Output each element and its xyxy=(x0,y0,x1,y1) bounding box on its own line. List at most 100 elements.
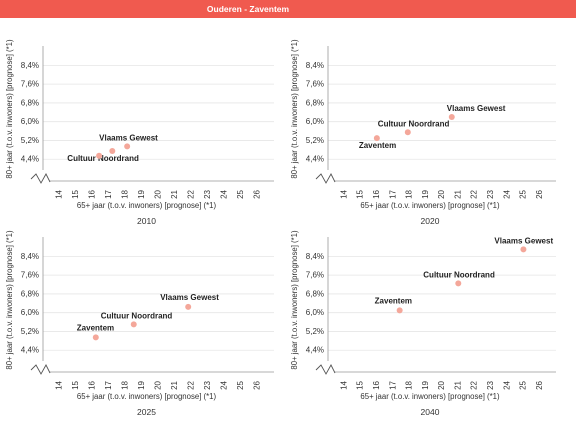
x-tick-label: 18 xyxy=(405,380,414,389)
chart-title: 2040 xyxy=(421,407,440,417)
page-title: Ouderen - Zaventem xyxy=(206,4,290,14)
x-tick-label: 23 xyxy=(486,189,495,198)
x-axis-title: 65+ jaar (t.o.v. inwoners) [prognose] (*… xyxy=(77,392,217,401)
axis-break-icon xyxy=(315,173,336,184)
y-tick-label: 8,4% xyxy=(21,61,39,70)
y-tick-label: 6,8% xyxy=(306,289,324,298)
x-tick-label: 23 xyxy=(203,380,212,389)
y-tick-label: 4,4% xyxy=(21,155,39,164)
x-tick-label: 17 xyxy=(388,189,397,198)
x-tick-label: 19 xyxy=(421,189,430,198)
page-header: Ouderen - Zaventem xyxy=(0,0,576,18)
x-tick-label: 19 xyxy=(137,189,146,198)
data-point xyxy=(448,114,455,120)
chart-title: 2020 xyxy=(421,216,440,226)
y-tick-label: 5,2% xyxy=(306,327,324,336)
data-point xyxy=(520,246,527,253)
x-tick-label: 26 xyxy=(253,380,262,389)
chart-panel-2040: 4,4% 5,2% 6,0% 6,8% 7,6% 8,4% 14 15 16 17 18 19 20 21… xyxy=(290,230,556,417)
axis-break-icon xyxy=(30,364,51,375)
y-tick-label: 7,6% xyxy=(21,80,39,89)
chart-title: 2010 xyxy=(137,216,156,226)
data-point-label: Cultuur Noordrand xyxy=(378,119,450,128)
y-axis-title: 80+ jaar (t.o.v. inwoners) [prognose] (*… xyxy=(5,39,14,179)
x-tick-label: 23 xyxy=(203,189,212,198)
x-tick-label: 19 xyxy=(421,380,430,389)
y-tick-label: 6,8% xyxy=(21,98,39,107)
data-point xyxy=(404,129,411,136)
chart-panel-2010: 4,4% 5,2% 6,0% 6,8% 7,6% 8,4% 14 15 16 17 18 19 20 21… xyxy=(5,39,274,226)
axis-break-icon xyxy=(315,364,336,375)
data-point-label: Cultuur Noordrand xyxy=(67,154,139,163)
y-axis-title: 80+ jaar (t.o.v. inwoners) [prognose] (*… xyxy=(290,39,299,179)
data-point xyxy=(124,143,131,150)
x-tick-label: 18 xyxy=(121,380,130,389)
y-tick-label: 7,6% xyxy=(306,271,324,280)
x-tick-label: 15 xyxy=(71,189,80,198)
x-axis-title: 65+ jaar (t.o.v. inwoners) [prognose] (*… xyxy=(360,201,500,210)
y-tick-label: 4,4% xyxy=(306,155,324,164)
x-tick-label: 22 xyxy=(187,380,196,389)
data-point-label: Cultuur Noordrand xyxy=(423,270,495,279)
x-axis-title: 65+ jaar (t.o.v. inwoners) [prognose] (*… xyxy=(77,201,217,210)
x-tick-label: 21 xyxy=(170,380,179,389)
data-point-label: Vlaams Gewest xyxy=(494,236,553,245)
y-tick-label: 5,2% xyxy=(21,327,39,336)
data-point-label: Cultuur Noordrand xyxy=(101,311,173,320)
x-tick-label: 15 xyxy=(356,380,365,389)
x-tick-label: 22 xyxy=(470,380,479,389)
y-axis-title: 80+ jaar (t.o.v. inwoners) [prognose] (*… xyxy=(290,230,299,370)
data-point xyxy=(130,321,137,328)
y-tick-label: 7,6% xyxy=(21,271,39,280)
x-tick-label: 23 xyxy=(486,380,495,389)
x-tick-label: 14 xyxy=(55,380,64,389)
data-point xyxy=(455,280,462,287)
y-tick-label: 8,4% xyxy=(21,252,39,261)
x-tick-label: 14 xyxy=(339,189,348,198)
y-tick-label: 6,0% xyxy=(306,117,324,126)
x-tick-label: 19 xyxy=(137,380,146,389)
x-tick-label: 21 xyxy=(453,189,462,198)
x-tick-label: 16 xyxy=(372,380,381,389)
y-tick-label: 7,6% xyxy=(306,80,324,89)
y-tick-label: 4,4% xyxy=(21,346,39,355)
x-tick-label: 26 xyxy=(535,380,544,389)
y-tick-label: 6,0% xyxy=(21,308,39,317)
x-tick-label: 20 xyxy=(437,189,446,198)
x-tick-label: 14 xyxy=(339,380,348,389)
y-tick-label: 6,8% xyxy=(306,98,324,107)
x-tick-label: 20 xyxy=(154,189,163,198)
y-tick-label: 6,0% xyxy=(21,117,39,126)
y-tick-label: 8,4% xyxy=(306,61,324,70)
chart-panel-2025: 4,4% 5,2% 6,0% 6,8% 7,6% 8,4% 14 15 16 17 18 19 20 21… xyxy=(5,230,274,417)
x-axis-title: 65+ jaar (t.o.v. inwoners) [prognose] (*… xyxy=(360,392,500,401)
x-tick-label: 15 xyxy=(71,380,80,389)
x-tick-label: 24 xyxy=(220,189,229,198)
axis-break-icon xyxy=(30,173,51,184)
x-tick-label: 20 xyxy=(437,380,446,389)
x-tick-label: 20 xyxy=(154,380,163,389)
data-point xyxy=(373,135,380,142)
x-tick-label: 24 xyxy=(220,380,229,389)
x-tick-label: 15 xyxy=(356,189,365,198)
x-tick-label: 16 xyxy=(88,380,97,389)
y-tick-label: 8,4% xyxy=(306,252,324,261)
data-point-label: Zaventem xyxy=(77,323,114,332)
x-tick-label: 22 xyxy=(470,189,479,198)
x-tick-label: 24 xyxy=(502,380,511,389)
data-point xyxy=(396,307,403,314)
data-point-label: Vlaams Gewest xyxy=(99,133,158,142)
x-tick-label: 24 xyxy=(502,189,511,198)
x-tick-label: 16 xyxy=(88,189,97,198)
data-point-label: Zaventem xyxy=(359,141,396,150)
x-tick-label: 26 xyxy=(535,189,544,198)
x-tick-label: 18 xyxy=(121,189,130,198)
x-tick-label: 21 xyxy=(170,189,179,198)
data-point-label: Vlaams Gewest xyxy=(447,104,506,113)
chart-panel-2020: 4,4% 5,2% 6,0% 6,8% 7,6% 8,4% 14 15 16 17 18 19 20 21… xyxy=(290,39,556,226)
x-tick-label: 14 xyxy=(55,189,64,198)
x-tick-label: 25 xyxy=(519,380,528,389)
data-point xyxy=(109,148,116,155)
x-tick-label: 25 xyxy=(236,380,245,389)
